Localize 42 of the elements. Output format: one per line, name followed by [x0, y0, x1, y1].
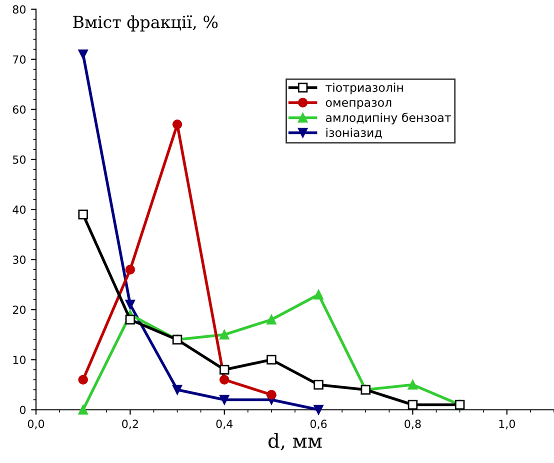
y-tick-label: 10 [13, 356, 26, 364]
point [220, 364, 230, 375]
point [266, 314, 276, 325]
point [220, 394, 230, 405]
point [172, 120, 182, 130]
legend-label: тіотриазолін [326, 82, 403, 94]
y-tick-label: 0 [20, 406, 26, 414]
x-tick-label: 0,0 [28, 420, 44, 430]
y-tick-label: 50 [13, 155, 26, 164]
x-tick-label: 0,6 [310, 420, 327, 430]
x-tick-label: 0,4 [216, 420, 233, 430]
point [408, 400, 418, 410]
x-tick-label: 0,8 [404, 420, 421, 430]
point [125, 264, 136, 274]
y-tick-label: 60 [12, 105, 26, 114]
point [78, 210, 88, 220]
point [78, 374, 88, 385]
y-tick-label: 30 [12, 256, 26, 264]
point [125, 314, 136, 325]
y-tick-label: 80 [12, 5, 26, 14]
point [408, 380, 418, 390]
y-tick-label: 70 [13, 55, 26, 64]
legend-label: ізоніазид [326, 128, 382, 138]
y-tick-label: 40 [12, 205, 26, 214]
point [314, 404, 324, 415]
x-tick-label: 0,2 [122, 420, 138, 430]
legend-label: омепразол [326, 100, 392, 110]
point [125, 300, 136, 310]
legend-label: амлодипіну бензоат [326, 112, 451, 124]
point [78, 404, 88, 415]
y-axis-title: Вміст фракції, % [73, 15, 218, 32]
y-tick-label: 20 [12, 306, 26, 314]
point [220, 374, 230, 385]
point [78, 49, 88, 60]
point [172, 384, 182, 395]
point [266, 390, 276, 400]
x-tick-label: 1,0 [499, 420, 516, 430]
point [220, 330, 230, 340]
x-axis-title: d, мм [268, 433, 322, 450]
point [266, 354, 276, 365]
point [314, 380, 324, 390]
point [314, 290, 324, 300]
